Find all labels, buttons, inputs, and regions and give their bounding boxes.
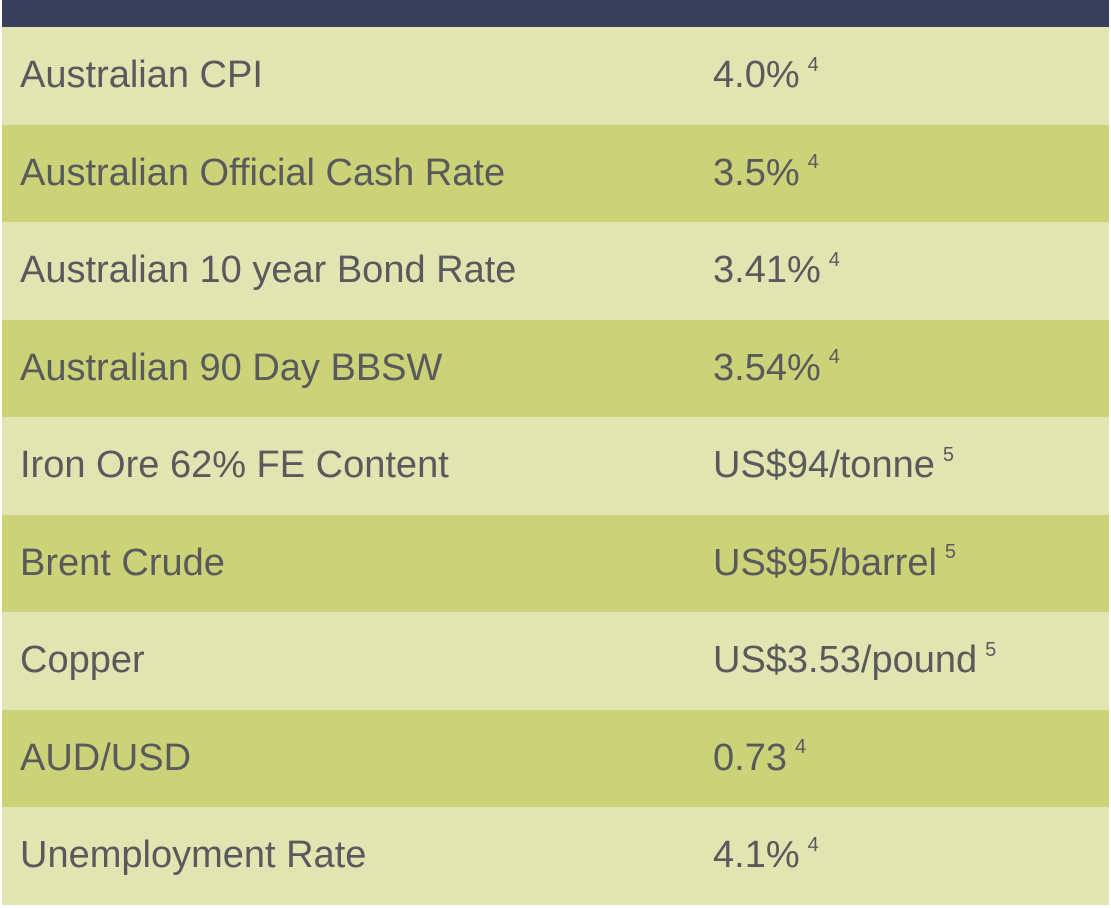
row-label: Australian 90 Day BBSW	[20, 346, 443, 389]
footnote-marker: 5	[944, 541, 957, 564]
footnote-marker: 5	[942, 443, 954, 466]
row-value-cell: 3.5% 4	[713, 151, 819, 195]
row-label: Australian 10 year Bond Rate	[20, 249, 517, 292]
row-label: AUD/USD	[20, 736, 192, 779]
row-value: 3.41%	[713, 249, 821, 292]
footnote-marker: 4	[828, 248, 840, 271]
row-value-cell: US$3.53/pound 5	[713, 639, 996, 682]
row-label: Unemployment Rate	[20, 834, 367, 877]
row-label: Australian Official Cash Rate	[20, 151, 506, 194]
row-value-cell: 0.73 4	[713, 736, 807, 780]
row-value-cell: US$95/barrel 5	[713, 541, 957, 585]
footnote-marker: 4	[807, 151, 819, 174]
table-row: Iron Ore 62% FE Content US$94/tonne 5	[2, 417, 1109, 515]
footnote-marker: 4	[828, 346, 840, 369]
row-label: Copper	[20, 639, 145, 682]
row-label: Australian CPI	[20, 54, 263, 97]
table-row: Copper US$3.53/pound 5	[2, 612, 1109, 710]
footnote-marker: 4	[794, 736, 807, 759]
table-row: Australian 10 year Bond Rate 3.41% 4	[2, 222, 1109, 320]
row-value-cell: US$94/tonne 5	[713, 444, 954, 487]
row-value: 3.54%	[713, 346, 821, 389]
table-row: Australian Official Cash Rate 3.5% 4	[2, 124, 1109, 222]
row-value: US$3.53/pound	[713, 639, 978, 682]
table-row: AUD/USD 0.73 4	[2, 709, 1109, 807]
row-value: US$95/barrel	[713, 541, 937, 584]
row-label: Iron Ore 62% FE Content	[20, 444, 449, 487]
table-row: Australian 90 Day BBSW 3.54% 4	[2, 319, 1109, 417]
row-value: 3.5%	[713, 151, 800, 194]
row-value: 4.1%	[713, 834, 800, 877]
table-row: Brent Crude US$95/barrel 5	[2, 514, 1109, 612]
row-value: 0.73	[713, 736, 787, 779]
row-value-cell: 3.41% 4	[713, 249, 840, 292]
table-row: Australian CPI 4.0% 4	[2, 27, 1109, 125]
row-value-cell: 4.1% 4	[713, 834, 819, 877]
table-row: Unemployment Rate 4.1% 4	[2, 807, 1109, 905]
row-label: Brent Crude	[20, 541, 225, 584]
row-value-cell: 3.54% 4	[713, 346, 840, 390]
table-header-bar	[2, 0, 1109, 27]
row-value-cell: 4.0% 4	[713, 54, 819, 97]
row-value: US$94/tonne	[713, 444, 935, 487]
row-value: 4.0%	[713, 54, 800, 97]
footnote-marker: 4	[807, 53, 819, 76]
footnote-marker: 5	[985, 638, 997, 661]
footnote-marker: 4	[807, 833, 819, 856]
